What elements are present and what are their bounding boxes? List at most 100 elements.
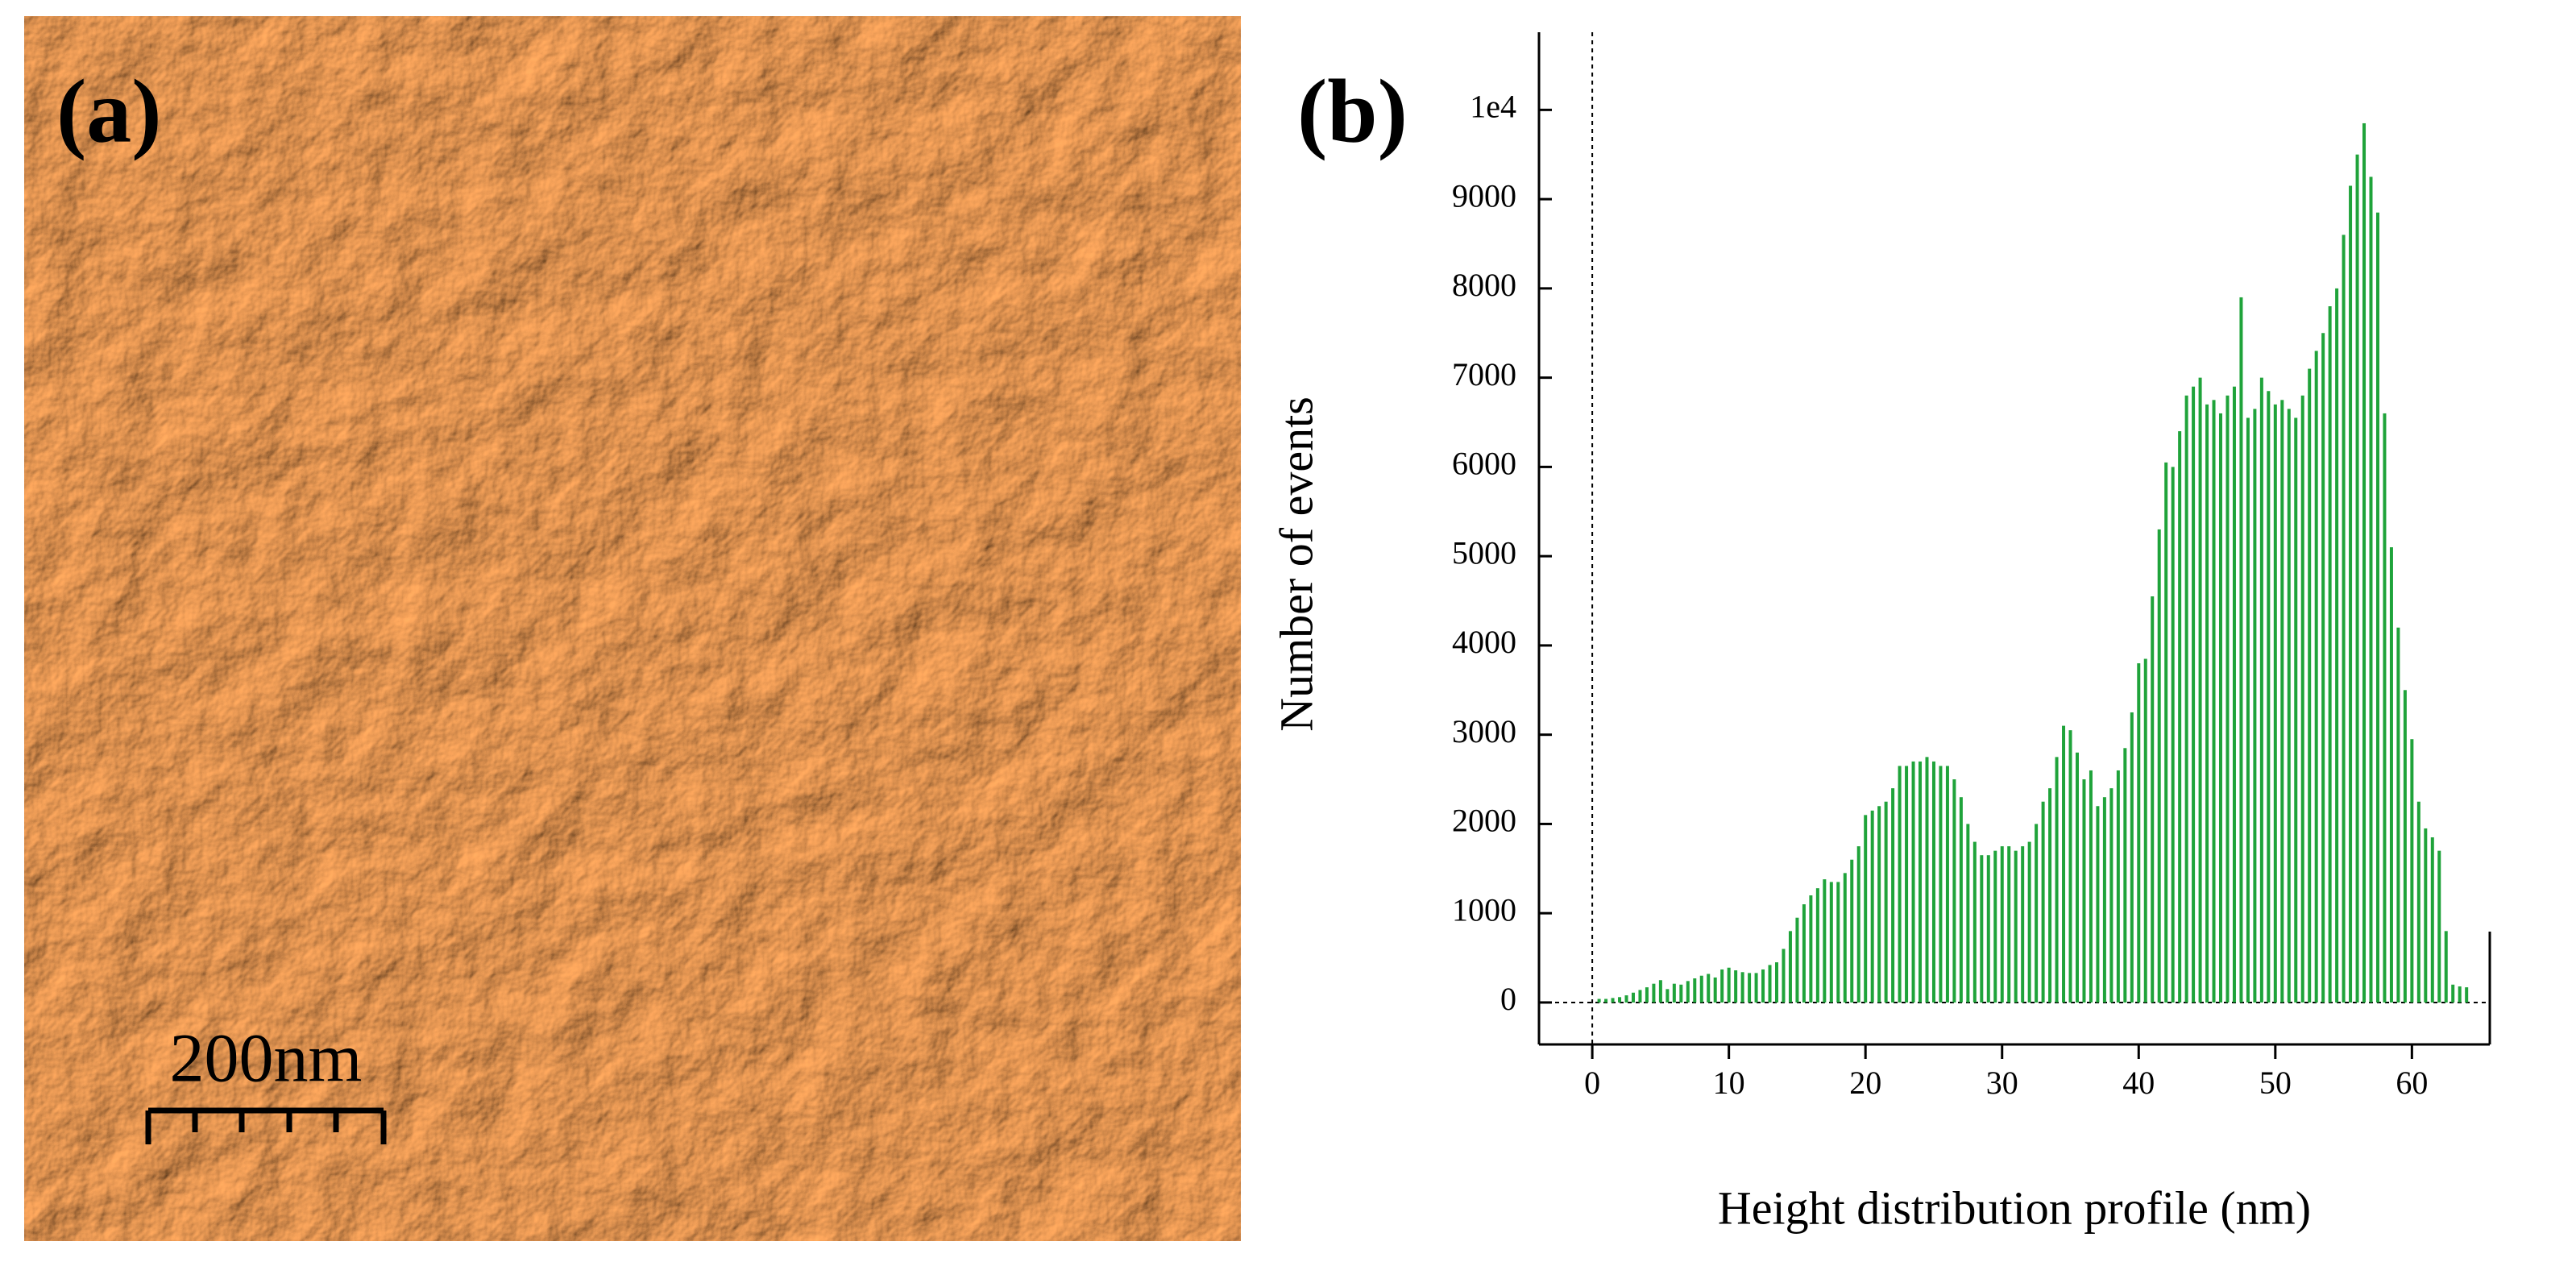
- x-tick-label: 60: [2396, 1065, 2428, 1101]
- bar: [1618, 997, 1622, 1003]
- bar: [2027, 841, 2031, 1003]
- bar: [1775, 962, 1778, 1003]
- x-tick-label: 30: [1986, 1065, 2018, 1101]
- bar: [2287, 409, 2291, 1003]
- bar: [2321, 333, 2325, 1003]
- bar: [1836, 882, 1840, 1003]
- y-tick-label: 0: [1500, 981, 1516, 1017]
- y-tick-label: 1000: [1452, 891, 1516, 928]
- bar: [2430, 837, 2434, 1003]
- bar: [1652, 983, 1656, 1003]
- bar: [1761, 969, 1765, 1003]
- bar: [2184, 395, 2188, 1003]
- bar: [2130, 712, 2134, 1003]
- bar: [1850, 859, 1854, 1003]
- bar: [2335, 288, 2339, 1003]
- bar: [1788, 931, 1792, 1003]
- bar: [1734, 970, 1738, 1003]
- bar: [2123, 748, 2127, 1003]
- bar: [2096, 806, 2100, 1003]
- bar: [2300, 395, 2304, 1003]
- bar: [1911, 761, 1915, 1003]
- bar: [1624, 995, 1628, 1003]
- y-tick-label: 2000: [1452, 803, 1516, 839]
- bar: [1898, 766, 1902, 1003]
- bar: [1686, 981, 1690, 1003]
- bar: [2314, 351, 2318, 1003]
- bar: [1986, 855, 1990, 1003]
- bar: [1884, 801, 1888, 1003]
- bar: [2294, 417, 2298, 1003]
- bar: [1748, 973, 1752, 1003]
- y-tick-label: 4000: [1452, 624, 1516, 660]
- panel-label-a: (a): [56, 62, 162, 162]
- bar: [1638, 990, 1642, 1003]
- histogram-chart: (b) Number of events Height distribution…: [1270, 32, 2491, 1234]
- bar: [2239, 297, 2243, 1003]
- bar: [2458, 986, 2462, 1003]
- bar: [2212, 400, 2216, 1003]
- bar: [2157, 529, 2161, 1003]
- bar: [2328, 306, 2332, 1003]
- afm-image-panel: (a) 200nm: [24, 16, 1241, 1241]
- bar: [1727, 967, 1731, 1003]
- scale-bar: [145, 1107, 387, 1144]
- bar: [2349, 185, 2353, 1003]
- bar: [1672, 983, 1676, 1003]
- x-tick-label: 50: [2259, 1065, 2292, 1101]
- bar: [2308, 368, 2312, 1003]
- bar: [2068, 730, 2072, 1003]
- bar: [2416, 801, 2420, 1003]
- bar: [1645, 987, 1649, 1003]
- bar: [1966, 824, 1970, 1003]
- bar: [2280, 400, 2284, 1003]
- bar: [1959, 797, 1963, 1003]
- bar: [2362, 122, 2367, 1003]
- bar: [1945, 766, 1949, 1003]
- bar: [1919, 761, 1923, 1003]
- bar: [2171, 467, 2175, 1003]
- bar: [1611, 998, 1615, 1003]
- bar: [1843, 873, 1847, 1003]
- bar: [1925, 757, 1929, 1003]
- bar: [2403, 690, 2407, 1003]
- bar: [1972, 841, 1977, 1003]
- y-tick-label: 9000: [1452, 177, 1516, 214]
- bar: [2014, 850, 2018, 1003]
- bar: [2355, 154, 2359, 1003]
- bar: [2225, 395, 2230, 1003]
- scale-bar-label: 200nm: [170, 1019, 363, 1097]
- x-tick-label: 20: [1849, 1065, 1881, 1101]
- bar: [2205, 404, 2209, 1003]
- bar: [2259, 377, 2263, 1003]
- bar: [2396, 627, 2400, 1003]
- bar: [2253, 409, 2257, 1003]
- bar: [2062, 725, 2066, 1003]
- y-tick-label: 8000: [1452, 267, 1516, 303]
- bar: [2465, 987, 2469, 1003]
- bar: [2451, 984, 2455, 1003]
- bar: [2007, 846, 2011, 1003]
- bar: [2267, 391, 2271, 1003]
- bar: [2369, 176, 2373, 1003]
- bar: [1815, 888, 1819, 1003]
- bar: [2437, 850, 2441, 1003]
- x-axis-label: Height distribution profile (nm): [1718, 1181, 2311, 1234]
- panel-label-b: (b): [1297, 62, 1408, 162]
- bar: [1993, 850, 1997, 1003]
- bar: [1693, 978, 1697, 1003]
- x-tick-label: 0: [1584, 1065, 1600, 1101]
- bar: [2232, 386, 2236, 1003]
- y-tick-label: 5000: [1452, 534, 1516, 571]
- bar: [2444, 931, 2448, 1003]
- bar: [2000, 846, 2004, 1003]
- bar: [1658, 980, 1662, 1003]
- y-tick-label: 3000: [1452, 713, 1516, 749]
- y-tick-label: 6000: [1452, 446, 1516, 482]
- bar: [1939, 766, 1943, 1003]
- bar: [1829, 882, 1833, 1003]
- x-tick-label: 40: [2122, 1065, 2155, 1101]
- bar: [1768, 965, 1772, 1003]
- bar: [1795, 917, 1799, 1003]
